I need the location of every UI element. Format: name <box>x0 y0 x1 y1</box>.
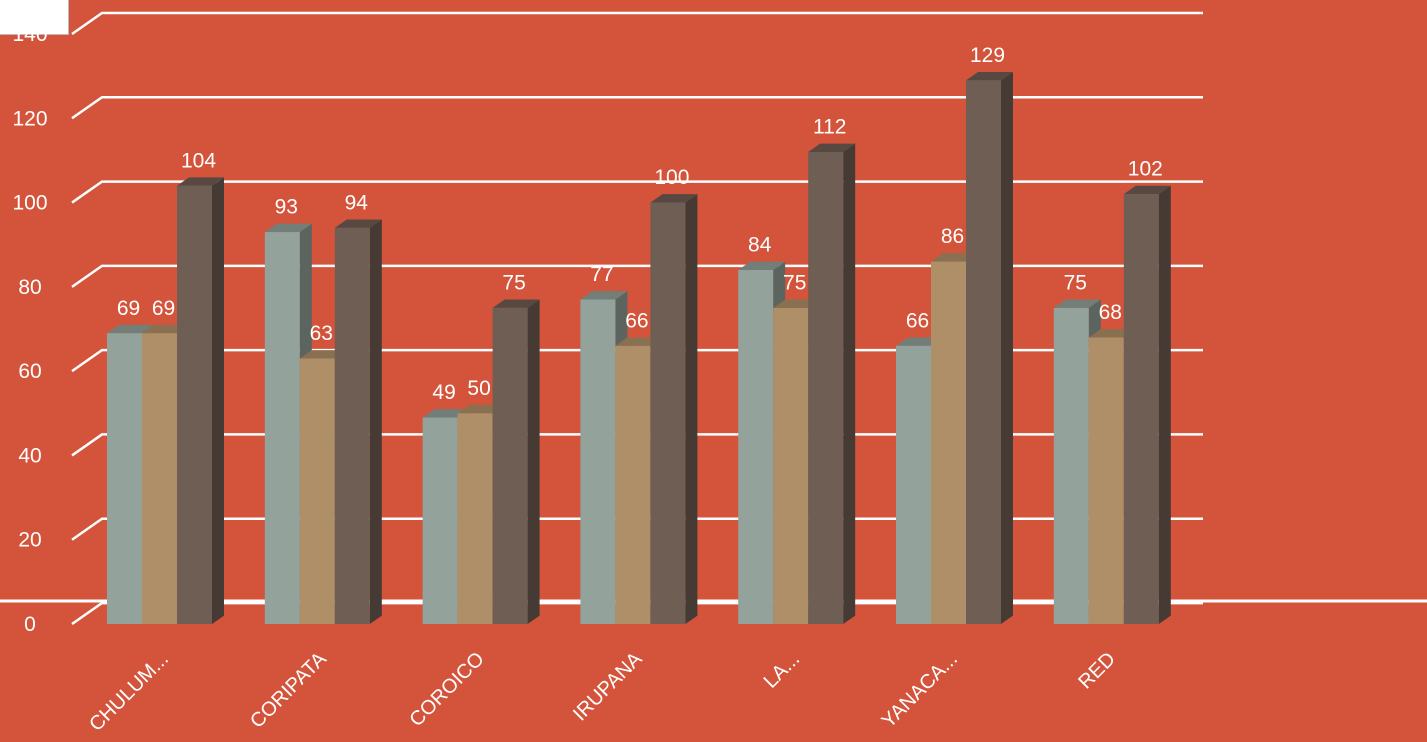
bar-front <box>808 152 844 624</box>
bar-front <box>107 333 142 624</box>
data-label: 77 <box>590 263 613 286</box>
gridline <box>71 96 1203 120</box>
bar-side <box>212 177 224 625</box>
category-label: COROICO <box>406 648 489 731</box>
bars <box>107 71 1171 625</box>
bar-front <box>896 345 931 624</box>
bar-top <box>1123 185 1171 195</box>
bar-front <box>1088 337 1124 624</box>
bar-front <box>1123 194 1159 624</box>
data-label: 69 <box>152 297 175 320</box>
y-tick-label: 20 <box>18 529 41 552</box>
bar-front <box>457 413 493 624</box>
gridline <box>71 11 1203 36</box>
bar <box>334 219 382 624</box>
data-label: 66 <box>625 309 648 332</box>
data-label: 86 <box>941 225 964 248</box>
bar-front <box>422 417 458 624</box>
bar <box>492 299 540 624</box>
data-label: 129 <box>970 44 1005 67</box>
bar-front <box>931 261 966 624</box>
bar-front <box>650 202 686 625</box>
bar-side <box>527 299 540 624</box>
y-tick-label: 100 <box>12 192 47 215</box>
bar-front <box>738 270 774 624</box>
category-label: LA... <box>760 648 805 693</box>
data-label: 66 <box>906 309 929 332</box>
bar-top <box>177 177 224 186</box>
bar-front <box>299 358 335 624</box>
bar <box>966 71 1013 625</box>
bar-top <box>580 291 628 300</box>
y-tick-label: 40 <box>18 444 41 467</box>
bar <box>1123 185 1171 624</box>
bar <box>177 177 224 625</box>
bar-top <box>966 71 1013 81</box>
y-tick-label: 0 <box>24 613 36 636</box>
data-label: 75 <box>783 272 806 295</box>
bar-top <box>738 261 786 270</box>
category-label: CHULUM... <box>85 648 173 736</box>
category-label: IRUPANA <box>569 648 647 726</box>
bar-front <box>334 227 370 624</box>
y-tick-label: 140 <box>12 23 47 46</box>
bar-front <box>492 307 528 624</box>
data-label: 68 <box>1099 301 1122 324</box>
data-label: 112 <box>813 116 846 139</box>
bar-top <box>650 194 698 203</box>
bar-front <box>1053 307 1089 624</box>
data-label: 63 <box>310 322 333 345</box>
bar-front <box>966 80 1001 625</box>
y-axis-ticks: 0 20 40 60 80 100 120 140 <box>12 23 47 636</box>
data-label: 75 <box>1064 272 1087 295</box>
bar-front <box>264 232 300 625</box>
bar-top <box>808 143 856 152</box>
data-label: 100 <box>654 166 689 189</box>
data-label: 84 <box>748 234 772 257</box>
bar <box>808 143 856 624</box>
data-label: 50 <box>467 377 490 400</box>
bar-side <box>1001 71 1013 624</box>
category-label: RED <box>1074 648 1119 693</box>
bar-front <box>580 299 616 624</box>
bar-top <box>264 223 312 233</box>
gridline <box>71 180 1203 204</box>
bar-top <box>334 219 382 228</box>
y-tick-label: 60 <box>18 360 41 383</box>
bar-front <box>142 333 177 624</box>
bar-front <box>615 345 651 624</box>
data-label: 49 <box>432 381 455 404</box>
category-label: CORIPATA <box>246 648 331 733</box>
data-label: 93 <box>275 196 298 219</box>
bar <box>650 194 698 625</box>
y-tick-label: 80 <box>18 276 41 299</box>
bar-top <box>107 324 154 334</box>
bar-front <box>773 307 809 624</box>
bar-side <box>369 219 382 624</box>
category-label: YANACA... <box>878 648 962 732</box>
data-label: 94 <box>345 191 369 214</box>
bar-top <box>492 299 540 308</box>
y-tick-label: 120 <box>12 107 47 130</box>
data-label: 102 <box>1128 158 1163 181</box>
gridline <box>71 264 1203 288</box>
bar-front <box>177 185 212 624</box>
data-label: 104 <box>181 149 216 172</box>
x-axis-categories: CHULUM... CORIPATA COROICO IRUPANA LA... YANA… <box>85 648 1120 736</box>
bar-side <box>1158 185 1171 624</box>
data-label: 75 <box>502 272 525 295</box>
bar-top <box>1053 299 1101 308</box>
data-label: 69 <box>117 297 140 320</box>
data-labels: 69 69 104 93 63 94 49 50 75 77 66 100 84 75 112 66 86 129… <box>117 44 1163 404</box>
bar-side <box>685 194 698 624</box>
bar-side <box>843 143 856 624</box>
corner-box <box>0 0 69 35</box>
